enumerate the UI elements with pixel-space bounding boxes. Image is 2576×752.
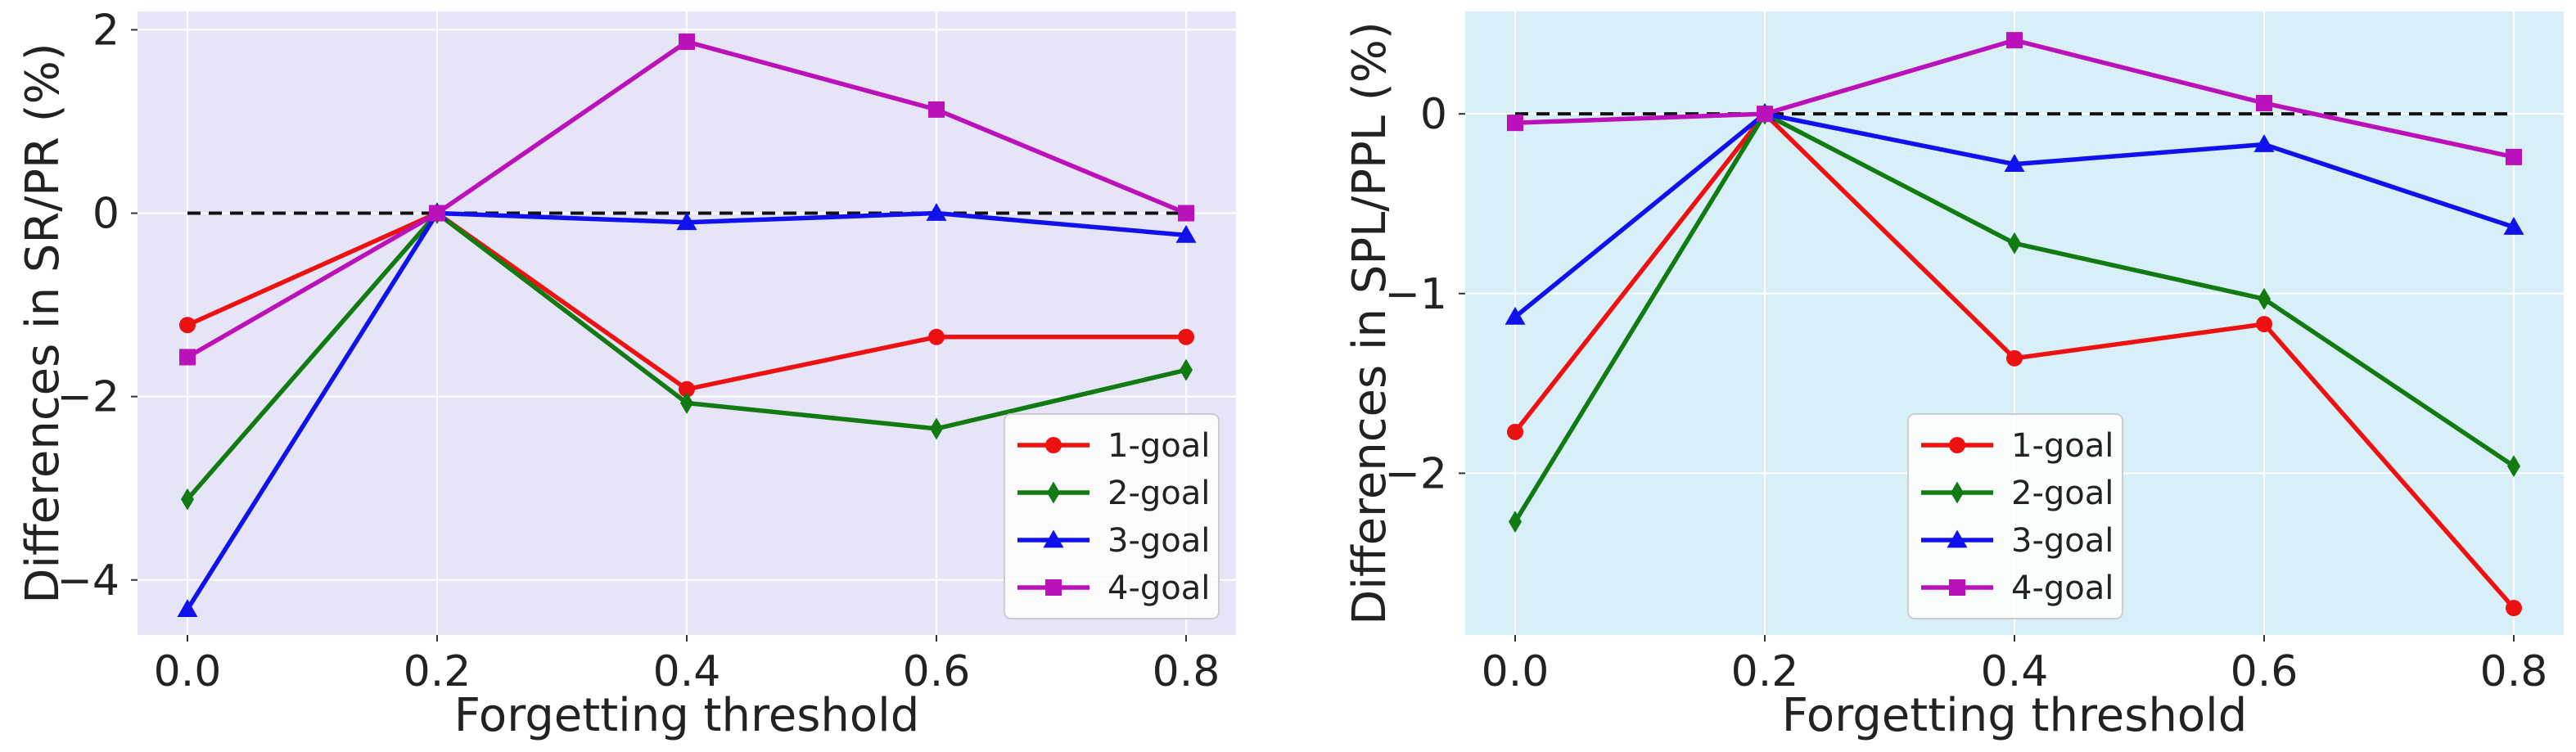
legend-label: 3-goal [2011,522,2114,560]
data-point-3-goal [177,599,198,617]
data-point-1-goal [179,317,196,334]
legend-marker-4-goal [1045,579,1062,596]
x-tick-label: 0.6 [2231,647,2299,696]
data-point-3-goal [2503,217,2524,235]
data-point-1-goal [928,328,945,345]
data-point-4-goal [2256,94,2272,111]
data-point-3-goal [676,212,697,231]
data-point-4-goal [2006,32,2023,49]
legend-box [1907,413,2123,619]
data-point-4-goal [928,101,945,118]
data-point-2-goal [1509,511,1522,534]
chart-panel-1: 0.0 0.2 0.4 0.6 0.8 −4 −2 0 2 Forgetting threshol… [16,6,1236,742]
y-tick-label: 2 [92,6,120,55]
data-point-2-goal [2507,455,2520,478]
data-point-1-goal [2256,316,2272,333]
y-tick-label: −1 [1384,270,1447,319]
data-point-1-goal [679,381,695,398]
chart-panel-2: 0.0 0.2 0.4 0.6 0.8 −2 −1 0 Forgetting threshold… [1343,11,2564,742]
legend-label: 4-goal [2011,570,2114,607]
data-point-4-goal [679,33,695,50]
data-point-1-goal [2506,600,2522,617]
y-tick-label: 0 [92,190,120,239]
legend-label: 3-goal [1108,522,1210,560]
data-point-4-goal [1507,115,1523,132]
legend-label: 2-goal [1108,475,1210,512]
data-point-4-goal [1757,106,1773,123]
data-point-1-goal [2006,349,2023,367]
data-point-2-goal [181,488,194,511]
data-point-1-goal [1507,423,1523,440]
x-tick-label: 0.8 [1153,647,1220,696]
data-point-1-goal [1178,328,1194,345]
y-axis-label: Differences in SR/PR (%) [16,43,70,603]
data-point-2-goal [2258,287,2271,310]
y-axis-label: Differences in SPL/PPL (%) [1343,21,1396,624]
legend-label: 4-goal [1108,570,1210,607]
data-point-4-goal [1178,205,1194,222]
y-tick-label: −4 [56,556,120,606]
x-axis-label: Forgetting threshold [1782,689,2248,742]
data-point-4-goal [429,205,445,222]
data-point-4-goal [179,349,196,366]
data-point-3-goal [1175,224,1197,243]
legend-marker-1-goal [1949,437,1965,453]
x-tick-label: 0.2 [404,647,471,696]
data-point-2-goal [930,417,943,440]
data-point-4-goal [2506,148,2522,165]
legend-marker-2-goal [1951,481,1964,504]
legend: 1-goal 2-goal 3-goal 4-goal [1004,413,1220,619]
x-tick-label: 0.8 [2480,647,2548,696]
legend-label: 2-goal [2011,475,2114,512]
legend-label: 1-goal [1108,427,1210,465]
legend-marker-3-goal [1947,529,1968,548]
data-point-3-goal [1505,306,1526,325]
legend-marker-3-goal [1043,529,1064,548]
x-tick-label: 0.6 [903,647,971,696]
x-tick-label: 0.0 [1482,647,1550,696]
x-axis-label: Forgetting threshold [454,689,920,742]
x-tick-label: 0.4 [653,647,721,696]
legend-marker-1-goal [1045,437,1062,453]
legend-marker-2-goal [1047,481,1060,504]
x-tick-label: 0.0 [154,647,222,696]
legend-label: 1-goal [2011,427,2114,465]
y-tick-label: −2 [56,373,120,422]
legend: 1-goal 2-goal 3-goal 4-goal [1907,413,2123,619]
x-tick-label: 0.4 [1981,647,2049,696]
data-point-3-goal [2004,154,2025,173]
x-tick-label: 0.2 [1731,647,1799,696]
y-tick-label: 0 [1420,90,1447,139]
y-tick-label: −2 [1384,449,1447,498]
data-point-2-goal [2008,232,2021,254]
legend-marker-4-goal [1949,579,1965,596]
data-point-3-goal [2253,134,2275,152]
data-point-2-goal [1180,358,1193,381]
legend-box [1004,413,1220,619]
data-point-3-goal [926,203,947,221]
data-point-2-goal [680,391,693,414]
